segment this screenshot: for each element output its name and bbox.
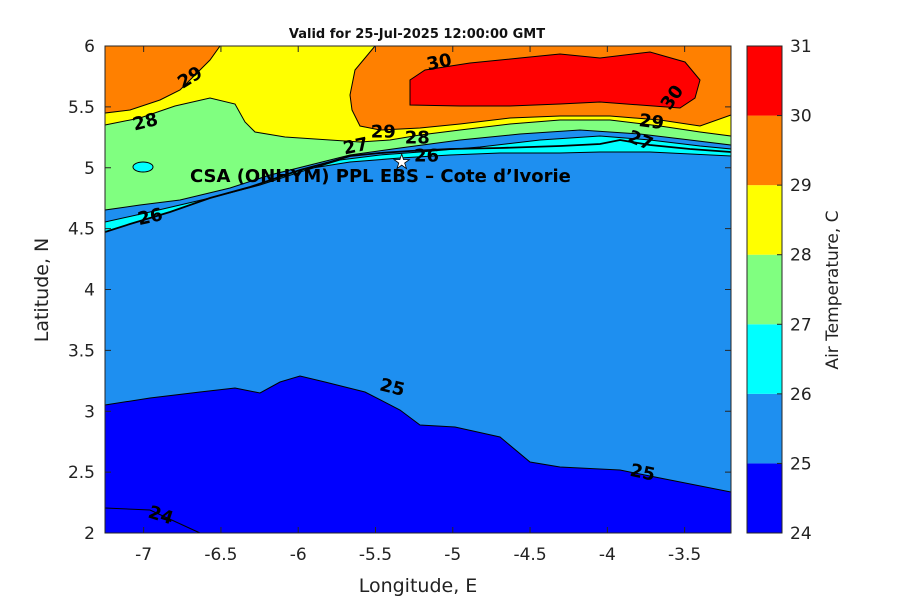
y-tick-label: 5.5: [68, 98, 95, 118]
contour-label: 27: [341, 134, 370, 160]
colorbar-tick-label: 31: [790, 37, 812, 57]
contour-label: 25: [628, 460, 657, 486]
colorbar-band: [747, 254, 782, 325]
y-tick-label: 4.5: [68, 220, 95, 240]
x-tick-label: -6.5: [204, 545, 237, 565]
region-24: [104, 375, 732, 534]
y-tick-label: 6: [84, 37, 95, 57]
colorbar-band: [747, 393, 782, 464]
colorbar-band: [747, 463, 782, 533]
contour-label: 30: [425, 50, 454, 76]
colorbar-band: [747, 185, 782, 255]
chart-title: Valid for 25-Jul-2025 12:00:00 GMT: [289, 27, 545, 42]
colorbar-tick-label: 26: [790, 385, 812, 405]
contour-label: 28: [405, 127, 430, 148]
contour-label: 26: [414, 146, 439, 167]
y-axis: 2 2.5 3 3.5 4 4.5 5 5.5 6: [68, 37, 731, 544]
colorbar-tick-label: 24: [790, 524, 812, 544]
x-tick-label: -7: [135, 545, 152, 565]
y-tick-label: 5: [84, 159, 95, 179]
colorbar-tick-label: 28: [790, 246, 812, 266]
y-tick-label: 3: [84, 402, 95, 422]
x-tick-label: -6: [290, 545, 307, 565]
x-axis: -7 -6.5 -6 -5.5 -5 -4.5 -4 -3.5: [135, 46, 701, 565]
colorbar-tick-label: 27: [790, 315, 812, 335]
colorbar-tick-label: 29: [790, 176, 812, 196]
x-tick-label: -4.5: [513, 545, 546, 565]
x-tick-label: -5.5: [359, 545, 392, 565]
x-tick-label: -5: [444, 545, 461, 565]
y-tick-label: 3.5: [68, 341, 95, 361]
coastline: [104, 139, 732, 233]
colorbar-band: [747, 115, 782, 186]
region-29-west: [104, 45, 221, 114]
x-axis-label: Longitude, E: [359, 575, 478, 597]
site-marker: ★: [393, 150, 411, 174]
y-tick-label: 2: [84, 524, 95, 544]
colorbar-tick-label: 30: [790, 107, 812, 127]
colorbar: 24 25 26 27 28 29 30 31: [746, 37, 812, 544]
y-tick-label: 4: [84, 281, 95, 301]
colorbar-label: Air Temperature, C: [823, 210, 843, 369]
contour-label: 26: [136, 204, 165, 230]
y-axis-label: Latitude, N: [31, 238, 53, 343]
x-tick-label: -4: [599, 545, 616, 565]
colorbar-band: [747, 324, 782, 394]
colorbar-band: [747, 46, 782, 116]
y-tick-label: 2.5: [68, 463, 95, 483]
contour-label: 29: [638, 110, 666, 134]
x-tick-label: -3.5: [668, 545, 701, 565]
region-26-patch: [132, 161, 154, 173]
colorbar-tick-label: 25: [790, 454, 812, 474]
contour-24-line: [104, 507, 201, 534]
contour-label: 29: [371, 121, 396, 142]
colorbar-frame: [746, 45, 783, 534]
site-label: CSA (ONHYM) PPL EBS – Cote d’Ivorie: [190, 166, 571, 187]
region-30: [409, 51, 701, 109]
